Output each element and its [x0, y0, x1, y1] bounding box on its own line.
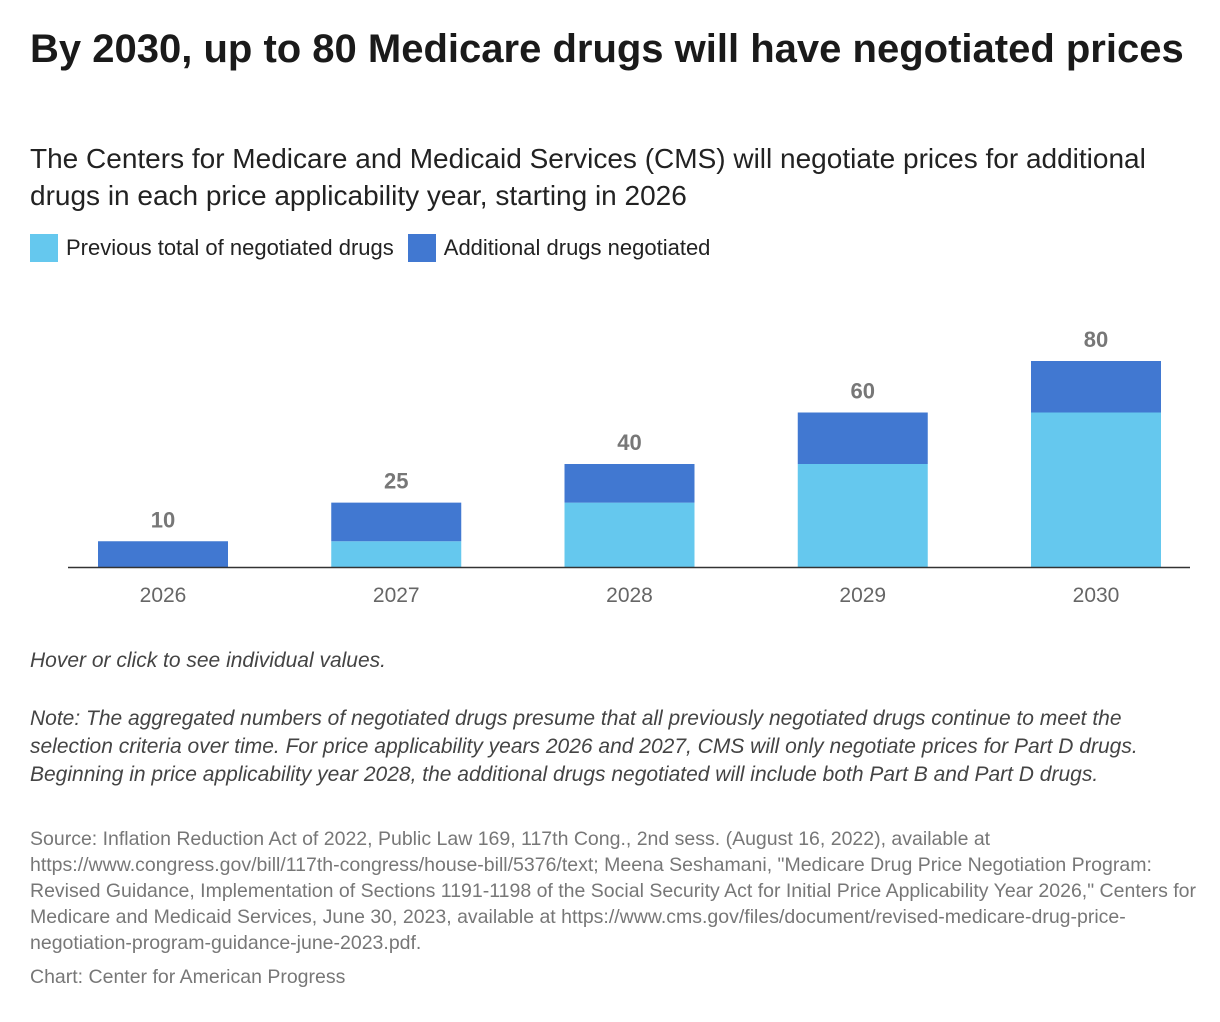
chart-subtitle: The Centers for Medicare and Medicaid Se…	[30, 143, 1146, 211]
legend-item-additional: Additional drugs negotiated	[407, 234, 711, 262]
legend-item-previous: Previous total of negotiated drugs	[30, 234, 394, 262]
bar-previous-2027[interactable]	[331, 541, 462, 567]
bar-additional-2030[interactable]	[1031, 361, 1161, 413]
data-label: 25	[384, 469, 408, 494]
bar-previous-2028[interactable]	[564, 502, 695, 567]
x-tick-label: 2026	[140, 584, 187, 607]
bar-additional-2028[interactable]	[564, 464, 695, 503]
x-tick-label: 2030	[1073, 584, 1120, 607]
data-label: 60	[851, 379, 875, 404]
bar-previous-2029[interactable]	[797, 464, 928, 567]
legend-swatch-previous	[30, 234, 58, 262]
credit: Chart: Center for American Progress	[30, 966, 346, 988]
legend: Previous total of negotiated drugs Addit…	[30, 234, 724, 262]
bar-additional-2029[interactable]	[797, 412, 928, 465]
note: Note: The aggregated numbers of negotiat…	[30, 707, 1138, 786]
source: Source: Inflation Reduction Act of 2022,…	[30, 828, 1197, 954]
bar-previous-2030[interactable]	[1031, 412, 1161, 568]
data-label: 40	[617, 430, 641, 455]
legend-label: Previous total of negotiated drugs	[66, 235, 394, 260]
data-label: 10	[151, 507, 175, 532]
bar-additional-2026[interactable]	[98, 541, 228, 567]
hint-text: Hover or click to see individual values.	[30, 649, 386, 672]
legend-swatch-additional	[407, 234, 436, 262]
x-tick-label: 2028	[606, 584, 653, 607]
bar-chart[interactable]: 10 2026 25 2027 40 2028 60 2029 80 2030	[0, 290, 1220, 620]
data-label: 80	[1084, 327, 1108, 352]
bar-additional-2027[interactable]	[331, 502, 462, 542]
legend-label: Additional drugs negotiated	[443, 235, 711, 260]
chart-title: By 2030, up to 80 Medicare drugs will ha…	[30, 27, 1184, 71]
x-tick-label: 2029	[839, 584, 886, 607]
x-tick-label: 2027	[373, 584, 420, 607]
